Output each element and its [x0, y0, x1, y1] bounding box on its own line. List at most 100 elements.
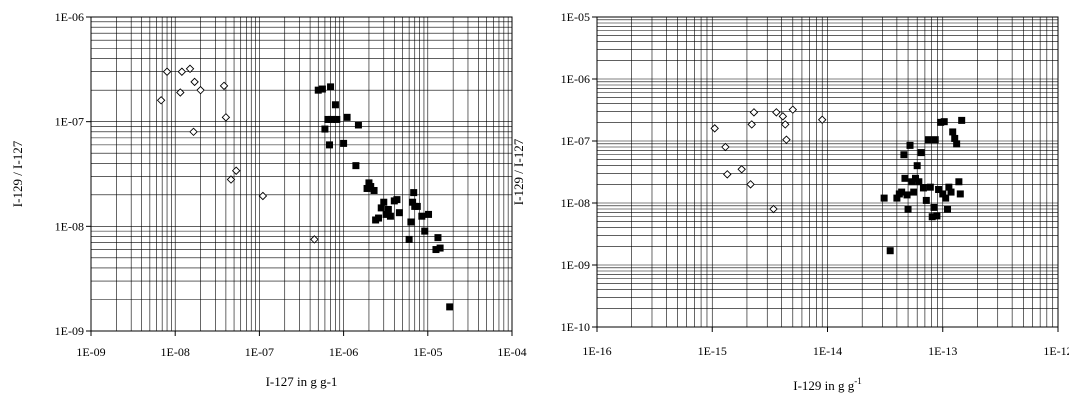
point-filled-square [951, 134, 959, 142]
point-filled-square [363, 184, 371, 192]
point-filled-square [919, 184, 927, 192]
point-filled-square [958, 116, 966, 124]
x-tick-label: 1E-09 [76, 345, 105, 359]
point-filled-square [384, 205, 392, 213]
point-open-diamond [721, 142, 730, 152]
point-filled-square [893, 194, 901, 202]
point-filled-square [367, 183, 375, 191]
x-axis-title: I-129 in g g-1 [793, 376, 862, 393]
point-open-diamond [723, 170, 732, 179]
data-points [156, 64, 454, 311]
point-filled-square [886, 247, 894, 255]
point-open-diamond [772, 108, 781, 117]
grid [596, 17, 1058, 328]
tick-marks [86, 16, 513, 336]
point-filled-square [908, 178, 916, 186]
point-filled-square [917, 149, 925, 157]
point-filled-square [377, 204, 385, 212]
point-open-diamond [162, 67, 172, 76]
point-filled-square [382, 210, 390, 218]
point-filled-square [325, 141, 333, 149]
point-filled-square [904, 205, 912, 213]
x-tick-label: 1E-07 [245, 345, 274, 359]
point-filled-square [928, 213, 936, 221]
chart-left: 1E-09 1E-08 1E-07 1E-06 1E-05 1E-04 1E-09 1E-08… [10, 10, 527, 389]
point-filled-square [380, 198, 388, 206]
point-filled-square [937, 118, 945, 126]
point-filled-square [926, 183, 934, 191]
y-tick-label: 1E-07 [55, 115, 84, 129]
point-filled-square [340, 139, 348, 147]
point-filled-square [446, 303, 454, 311]
point-filled-square [314, 86, 322, 94]
x-tick-label: 1E-12 [1043, 344, 1069, 358]
y-tick-label: 1E-07 [561, 134, 590, 148]
x-tick-label: 1E-13 [928, 344, 957, 358]
point-open-diamond [156, 96, 166, 105]
point-filled-square [953, 140, 961, 148]
point-filled-square [409, 198, 417, 206]
chart-right: 1E-16 1E-15 1E-14 1E-13 1E-12 1E-10 1E-09 1E-08… [511, 10, 1069, 393]
point-filled-square [945, 183, 953, 191]
point-open-diamond [817, 115, 827, 125]
point-filled-square [900, 151, 908, 159]
point-filled-square [354, 121, 362, 129]
point-open-diamond [196, 85, 205, 95]
x-tick-label: 1E-05 [413, 345, 442, 359]
point-open-diamond [189, 127, 198, 137]
point-filled-square [407, 218, 415, 226]
point-open-diamond [781, 120, 790, 129]
y-axis-title: I-129 / I-127 [511, 138, 526, 205]
x-axis-title: I-127 in g g-1 [266, 374, 338, 389]
point-filled-square [930, 203, 938, 211]
y-tick-label: 1E-06 [561, 72, 590, 86]
x-tick-label: 1E-16 [582, 344, 611, 358]
point-open-diamond [190, 77, 199, 87]
y-tick-label: 1E-05 [561, 10, 590, 24]
point-filled-square [935, 186, 943, 194]
point-open-diamond [176, 88, 185, 97]
point-open-diamond [185, 64, 195, 74]
point-filled-square [352, 162, 360, 170]
point-open-diamond [747, 120, 756, 129]
point-filled-square [956, 190, 964, 198]
point-open-diamond [746, 180, 755, 189]
point-filled-square [421, 227, 429, 235]
point-filled-square [405, 235, 413, 243]
plot-frame [90, 16, 513, 332]
point-filled-square [331, 101, 339, 109]
point-filled-square [434, 234, 442, 242]
grid [90, 17, 512, 332]
point-filled-square [903, 191, 911, 199]
point-filled-square [947, 188, 955, 196]
point-open-diamond [769, 204, 778, 214]
point-open-diamond [778, 112, 788, 121]
point-filled-square [425, 210, 433, 218]
point-filled-square [432, 246, 440, 254]
point-filled-square [343, 113, 351, 121]
point-filled-square [436, 244, 444, 252]
point-filled-square [375, 214, 383, 222]
point-filled-square [915, 178, 923, 186]
point-filled-square [395, 209, 403, 217]
point-open-diamond [782, 135, 791, 144]
point-filled-square [922, 196, 930, 204]
point-filled-square [328, 115, 336, 123]
point-open-diamond [177, 67, 187, 76]
x-tick-label: 1E-08 [161, 345, 190, 359]
x-tick-label: 1E-15 [698, 344, 727, 358]
point-filled-square [944, 205, 952, 213]
data-points [710, 105, 966, 255]
x-tick-label: 1E-14 [813, 344, 842, 358]
point-filled-square [324, 115, 332, 123]
x-tick-label: 1E-06 [329, 345, 358, 359]
point-filled-square [365, 179, 373, 187]
point-filled-square [913, 162, 921, 170]
y-tick-label: 1E-09 [561, 258, 590, 272]
point-filled-square [410, 189, 418, 197]
tick-marks [592, 16, 1059, 332]
point-filled-square [906, 141, 914, 149]
point-open-diamond [226, 175, 236, 184]
y-tick-label: 1E-08 [55, 219, 84, 233]
